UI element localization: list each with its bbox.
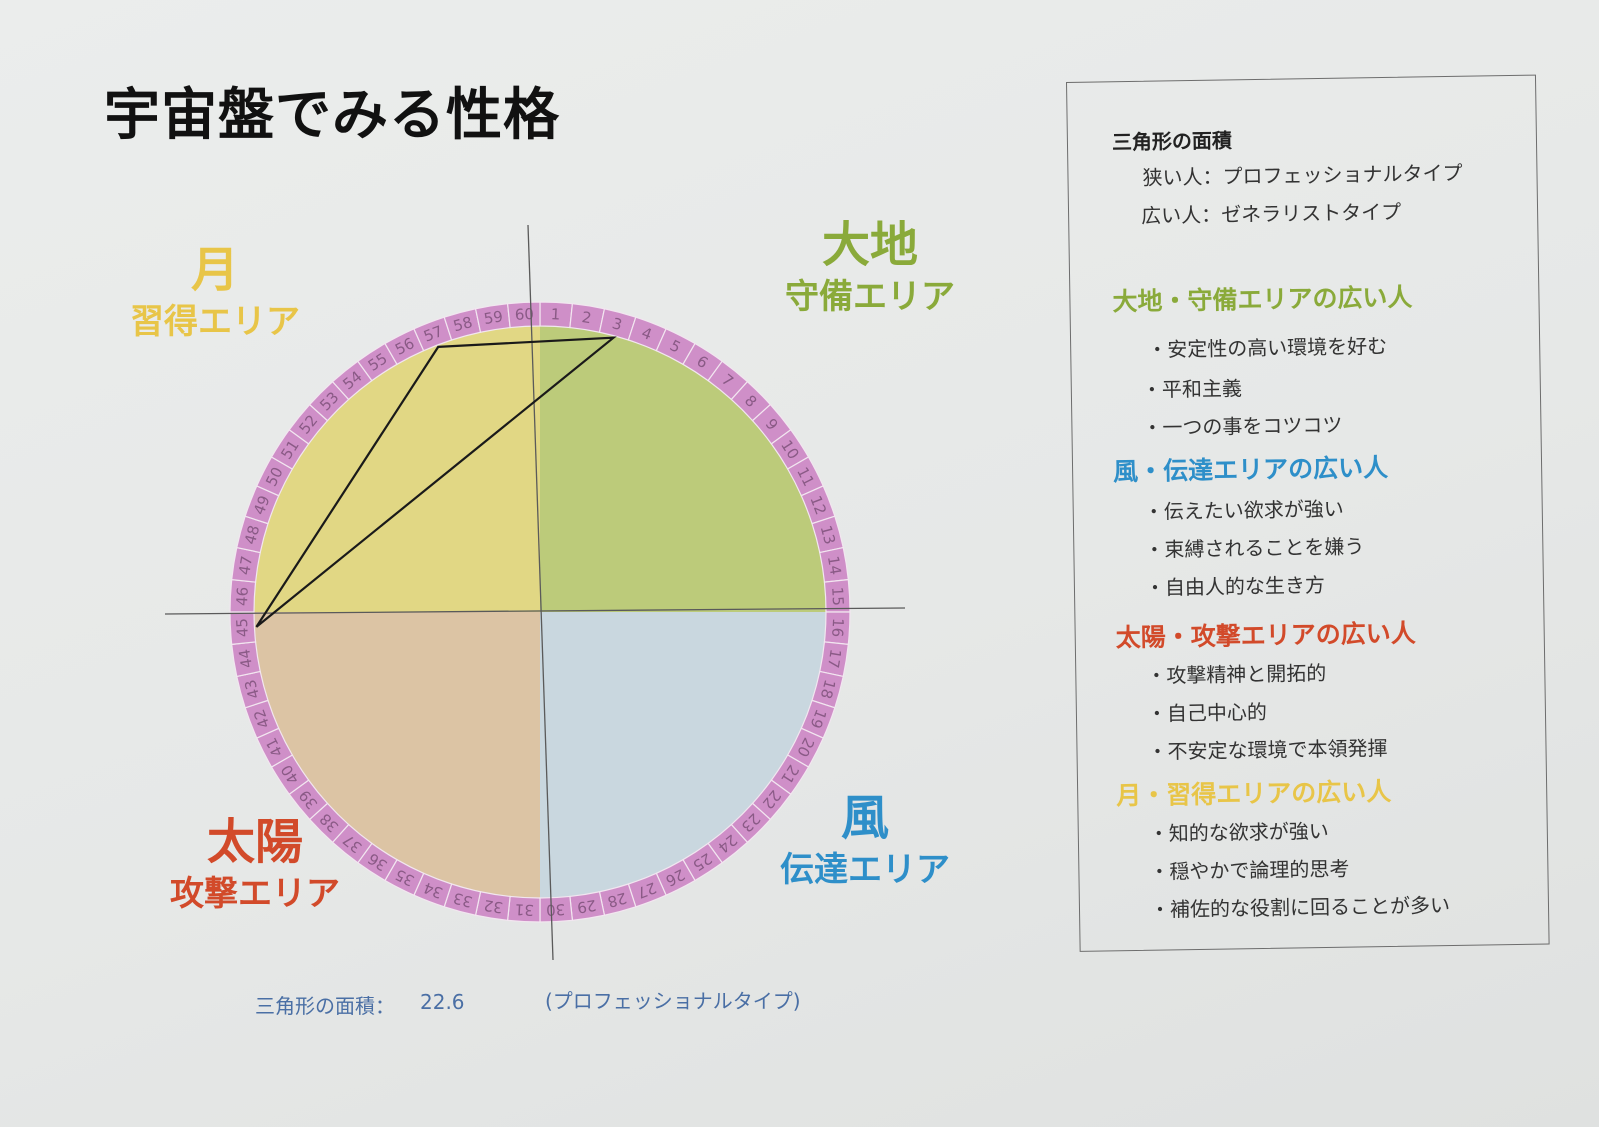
ring-number: 3 bbox=[610, 314, 624, 334]
moon-area: 習得エリア bbox=[130, 302, 300, 342]
ring-number: 15 bbox=[828, 586, 847, 606]
section-moon-item: ・知的な欲求が強い bbox=[1148, 818, 1329, 846]
ring-number: 43 bbox=[241, 678, 263, 701]
ring-number: 1 bbox=[550, 305, 560, 323]
ring-number: 48 bbox=[241, 523, 263, 546]
label-moon: 月 習得エリア bbox=[110, 240, 320, 344]
ring-number: 34 bbox=[421, 878, 445, 902]
ring-number: 17 bbox=[824, 648, 845, 670]
ring-number: 42 bbox=[250, 707, 274, 731]
ring-number: 47 bbox=[235, 555, 256, 577]
section-earth-item: ・一つの事をコツコツ bbox=[1142, 412, 1343, 440]
section-moon-title: 月・習得エリアの広い人 bbox=[1115, 776, 1392, 811]
ring-number: 58 bbox=[451, 313, 474, 335]
ring-number: 27 bbox=[635, 878, 659, 902]
triangle bbox=[255, 336, 617, 628]
wind-area: 伝達エリア bbox=[780, 850, 950, 890]
ring-number: 44 bbox=[235, 648, 256, 670]
area-label: 三角形の面積： bbox=[255, 994, 395, 1018]
section-sun-title: 太陽・攻撃エリアの広い人 bbox=[1115, 618, 1416, 653]
sun-name: 太陽 bbox=[206, 814, 303, 870]
section-wind-title: 風・伝達エリアの広い人 bbox=[1112, 452, 1389, 487]
section-sun-item: ・攻撃精神と開拓的 bbox=[1146, 660, 1327, 688]
legend-panel: 三角形の面積 狭い人：プロフェッショナルタイプ 広い人：ゼネラリストタイプ 大地… bbox=[1066, 74, 1550, 952]
section-wind-item: ・束縛されることを嫌う bbox=[1144, 534, 1365, 562]
triangle-layer bbox=[255, 336, 617, 628]
section-moon-item: ・穏やかで論理的思考 bbox=[1149, 856, 1350, 884]
ring-number: 19 bbox=[806, 707, 830, 731]
section-wind-item: ・伝えたい欲求が強い bbox=[1143, 496, 1344, 524]
label-wind: 風 伝達エリア bbox=[760, 788, 970, 892]
ring-number: 12 bbox=[806, 493, 830, 517]
quadrant-earth bbox=[540, 326, 826, 612]
moon-name: 月 bbox=[190, 242, 239, 298]
ring-number: 31 bbox=[514, 900, 534, 919]
section-moon-item: ・補佐的な役割に回ることが多い bbox=[1149, 893, 1451, 922]
section-earth-item: ・安定性の高い環境を好む bbox=[1147, 333, 1388, 362]
label-sun: 太陽 攻撃エリア bbox=[150, 812, 360, 916]
ring-number: 30 bbox=[546, 900, 566, 919]
axes bbox=[164, 224, 906, 961]
vertical-axis bbox=[527, 224, 554, 961]
earth-name: 大地 bbox=[821, 217, 918, 273]
ring-number: 32 bbox=[483, 896, 505, 917]
ring-number: 18 bbox=[817, 678, 839, 701]
quadrant-sun bbox=[254, 612, 540, 898]
ring-number: 13 bbox=[817, 523, 839, 546]
quadrant-moon bbox=[254, 326, 540, 612]
section-wind-item: ・自由人的な生き方 bbox=[1144, 572, 1326, 600]
ring-number: 60 bbox=[514, 305, 534, 324]
type-label: (プロフェッショナルタイプ) bbox=[545, 989, 801, 1013]
section-sun-item: ・不安定な環境で本領発揮 bbox=[1147, 736, 1388, 764]
ring-number: 29 bbox=[576, 896, 598, 917]
section-earth-title: 大地・守備エリアの広い人 bbox=[1112, 282, 1413, 317]
quadrant-fills bbox=[254, 326, 826, 898]
ring-number: 14 bbox=[824, 555, 845, 577]
ring-number: 46 bbox=[233, 586, 252, 606]
wind-name: 風 bbox=[840, 790, 889, 846]
ring-number: 28 bbox=[606, 889, 629, 911]
ring-number: 49 bbox=[250, 493, 274, 517]
ring-number: 33 bbox=[451, 889, 474, 911]
ring-number: 45 bbox=[233, 618, 252, 638]
label-earth: 大地 守備エリア bbox=[765, 215, 975, 319]
legend-wide: 広い人：ゼネラリストタイプ bbox=[1140, 199, 1402, 228]
earth-area: 守備エリア bbox=[785, 277, 955, 317]
legend-heading: 三角形の面積 bbox=[1111, 128, 1233, 155]
ring-number: 2 bbox=[580, 308, 592, 327]
number-ring: 1 2 3 4567891011121314151617181920212223242… bbox=[229, 301, 851, 923]
legend-narrow: 狭い人：プロフェッショナルタイプ bbox=[1142, 160, 1463, 190]
section-sun-item: ・自己中心的 bbox=[1146, 699, 1268, 726]
ring-number: 16 bbox=[828, 618, 847, 638]
sun-area: 攻撃エリア bbox=[170, 874, 340, 914]
horizontal-axis bbox=[164, 607, 906, 615]
area-value: 22.6 bbox=[420, 990, 465, 1014]
ring-number: 57 bbox=[421, 322, 445, 346]
quadrant-wind bbox=[540, 612, 826, 898]
page-title: 宇宙盤でみる性格 bbox=[104, 83, 560, 148]
ring-number: 59 bbox=[483, 307, 505, 328]
section-earth-item: ・平和主義 bbox=[1141, 376, 1243, 402]
